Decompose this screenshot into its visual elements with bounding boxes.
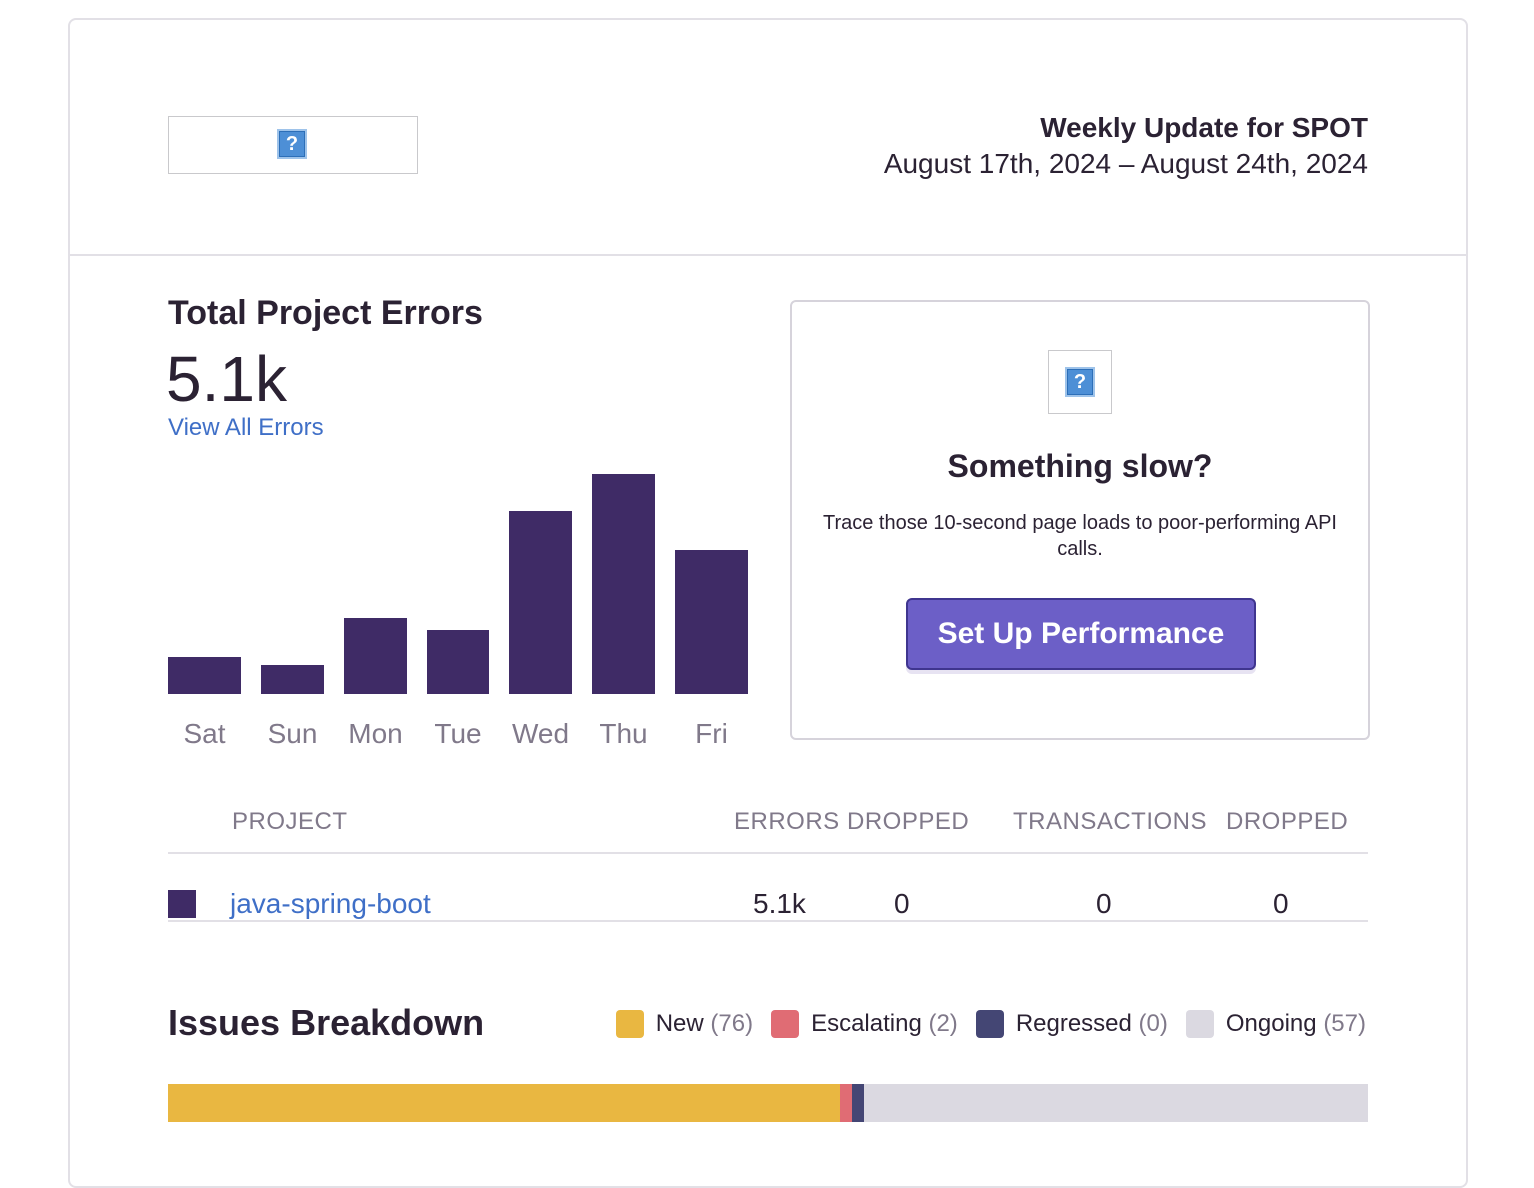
tick-label-fri: Fri xyxy=(695,718,728,749)
header-errors-dropped: DROPPED xyxy=(847,808,970,835)
header-transactions: TRANSACTIONS xyxy=(1013,808,1208,835)
legend-count-regressed: (0) xyxy=(1138,1010,1168,1037)
table-divider xyxy=(168,852,1368,854)
issues-segment-ongoing xyxy=(864,1084,1368,1122)
legend-swatch-escalating xyxy=(771,1010,800,1038)
legend-label-regressed: Regressed xyxy=(1015,1010,1132,1037)
performance-promo-card: ? Something slow? Trace those 10-second … xyxy=(790,300,1370,740)
issues-legend: New (76) Escalating (2) Regressed (0) On… xyxy=(615,1010,1366,1038)
bar-wed xyxy=(509,510,572,694)
project-link[interactable]: java-spring-boot xyxy=(230,888,431,919)
set-up-performance-button[interactable]: Set Up Performance xyxy=(906,598,1256,670)
tick-label-wed: Wed xyxy=(511,718,570,749)
legend-count-ongoing: (57) xyxy=(1323,1010,1366,1037)
legend-item-ongoing: Ongoing (57) xyxy=(1185,1010,1366,1038)
header-errors: ERRORS xyxy=(734,808,840,835)
legend-count-new: (76) xyxy=(710,1010,754,1037)
total-errors-value: 5.1k xyxy=(166,343,287,415)
report-title: Weekly Update for SPOT xyxy=(1040,112,1368,143)
tick-label-mon: Mon xyxy=(348,718,403,749)
view-all-errors-link[interactable]: View All Errors xyxy=(168,414,324,441)
performance-description: Trace those 10-second page loads to poor… xyxy=(822,512,1337,560)
tick-label-thu: Thu xyxy=(599,718,648,749)
legend-label-ongoing: Ongoing xyxy=(1225,1010,1317,1037)
legend-label-escalating: Escalating xyxy=(811,1010,922,1037)
tick-label-tue: Tue xyxy=(434,718,482,749)
issues-breakdown-bar xyxy=(168,1084,1368,1122)
legend-item-escalating: Escalating (2) xyxy=(771,1010,958,1038)
performance-title: Something slow? xyxy=(947,448,1213,484)
bar-thu xyxy=(592,474,655,694)
bar-tue xyxy=(427,629,489,694)
header-transactions-dropped: DROPPED xyxy=(1226,808,1349,835)
bar-fri xyxy=(675,549,748,694)
bar-sun xyxy=(261,664,324,694)
table-divider xyxy=(168,920,1368,922)
tick-label-sat: Sat xyxy=(183,718,226,749)
broken-image-icon: ? xyxy=(277,129,307,159)
project-errors: 5.1k xyxy=(753,888,806,919)
issues-segment-new xyxy=(168,1084,840,1122)
bar-sat xyxy=(168,657,241,694)
legend-count-escalating: (2) xyxy=(928,1010,958,1037)
legend-swatch-ongoing xyxy=(1185,1010,1214,1038)
header-text: Weekly Update for SPOT August 17th, 2024… xyxy=(884,112,1368,180)
total-errors-title: Total Project Errors xyxy=(168,294,483,332)
project-transactions: 0 xyxy=(1096,888,1112,919)
broken-image-icon: ? xyxy=(1065,367,1095,397)
legend-swatch-new xyxy=(615,1010,644,1038)
bar-mon xyxy=(344,618,407,694)
performance-image-placeholder: ? xyxy=(1048,350,1112,414)
tick-label-sun: Sun xyxy=(267,718,318,749)
legend-label-new: New xyxy=(655,1010,704,1037)
issues-segment-regressed xyxy=(852,1084,864,1122)
project-color-swatch xyxy=(168,890,196,918)
issues-breakdown-title: Issues Breakdown xyxy=(168,1002,485,1043)
legend-item-new: New (76) xyxy=(615,1010,754,1038)
logo-placeholder: ? xyxy=(168,116,418,174)
issues-segment-escalating xyxy=(840,1084,852,1122)
daily-errors-bar-chart: Sat Sun Mon Tue Wed Thu Fri xyxy=(168,460,758,760)
legend-item-regressed: Regressed (0) xyxy=(975,1010,1168,1038)
legend-swatch-regressed xyxy=(975,1010,1004,1038)
report-header: ? Weekly Update for SPOT August 17th, 20… xyxy=(70,20,1466,256)
project-errors-dropped: 0 xyxy=(894,888,910,919)
report-date-range: August 17th, 2024 – August 24th, 2024 xyxy=(883,148,1368,179)
header-project: PROJECT xyxy=(232,808,348,835)
project-transactions-dropped: 0 xyxy=(1273,888,1289,919)
weekly-report-card: ? Weekly Update for SPOT August 17th, 20… xyxy=(68,18,1468,1188)
